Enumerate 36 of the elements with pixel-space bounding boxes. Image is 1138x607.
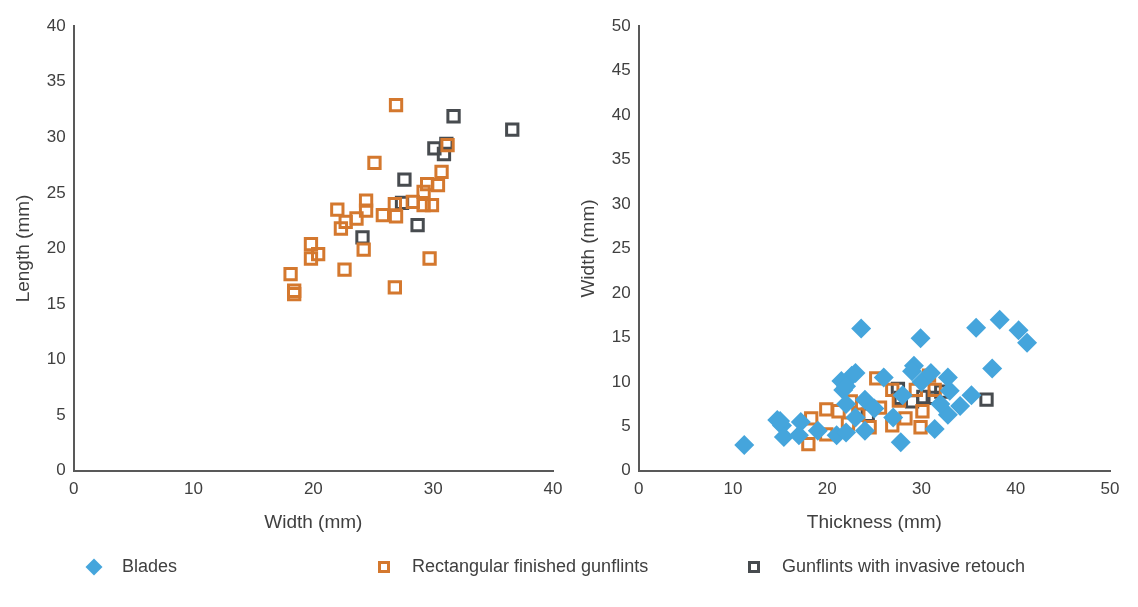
legend-label: Blades <box>122 556 178 577</box>
x-tick-label: 40 <box>1006 478 1026 498</box>
y-tick-label: 5 <box>621 416 631 436</box>
x-axis-title: Thickness (mm) <box>806 510 942 532</box>
y-tick-label: 30 <box>46 127 66 147</box>
y-tick-label: 35 <box>611 149 631 169</box>
y-tick-label: 0 <box>621 460 631 480</box>
x-tick-label: 10 <box>184 478 203 498</box>
legend-label: Gunflints with invasive retouch <box>782 556 1026 577</box>
y-tick-label: 5 <box>56 404 66 424</box>
y-tick-label: 10 <box>46 349 66 369</box>
y-tick-label: 25 <box>46 182 66 202</box>
y-tick-label: 15 <box>46 293 66 313</box>
y-axis-title: Width (mm) <box>576 199 598 298</box>
y-axis-title: Length (mm) <box>11 194 33 303</box>
x-axis-title: Width (mm) <box>264 510 363 532</box>
x-tick-label: 30 <box>423 478 443 498</box>
y-tick-label: 0 <box>56 460 66 480</box>
y-tick-label: 25 <box>611 238 631 258</box>
x-tick-label: 20 <box>303 478 323 498</box>
x-tick-label: 20 <box>817 478 837 498</box>
legend-label: Rectangular finished gunflints <box>412 556 649 577</box>
y-tick-label: 20 <box>611 282 631 302</box>
y-tick-label: 10 <box>611 371 631 391</box>
x-tick-label: 30 <box>912 478 931 498</box>
x-tick-label: 40 <box>543 478 563 498</box>
y-tick-label: 20 <box>46 238 66 258</box>
y-tick-label: 40 <box>611 104 631 124</box>
y-tick-label: 15 <box>611 327 631 347</box>
y-tick-label: 30 <box>611 193 631 213</box>
y-tick-label: 40 <box>46 15 66 35</box>
y-tick-label: 45 <box>611 60 631 80</box>
y-tick-label: 35 <box>46 71 66 91</box>
x-tick-label: 50 <box>1100 478 1120 498</box>
y-tick-label: 50 <box>611 15 631 35</box>
x-tick-label: 10 <box>723 478 743 498</box>
